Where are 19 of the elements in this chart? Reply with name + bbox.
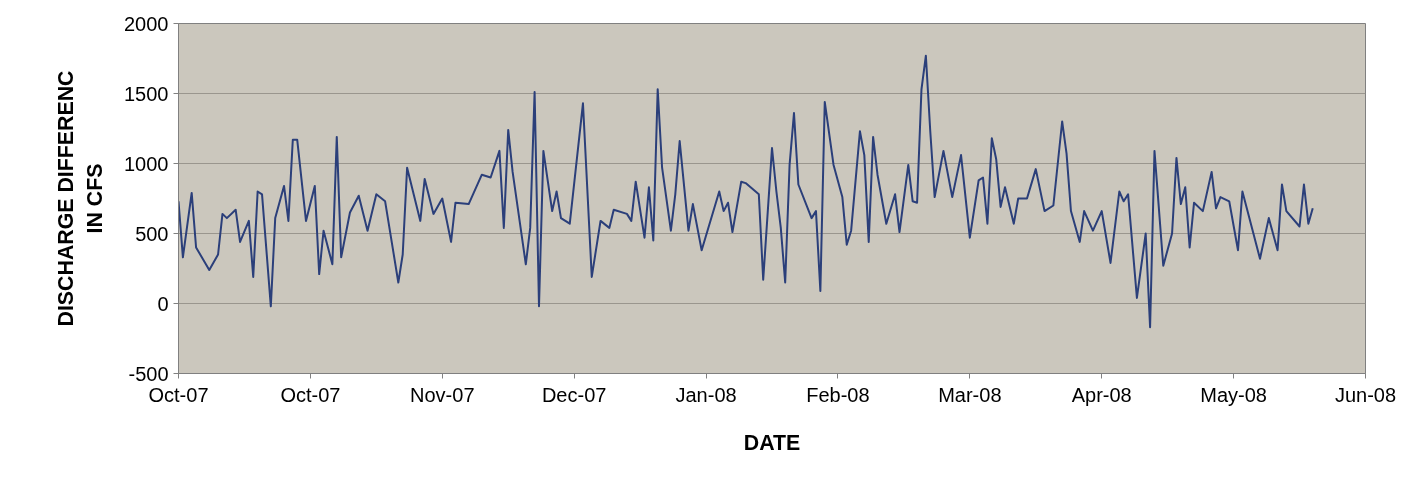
y-tick-label: 1000 <box>124 152 169 175</box>
x-tick-label: Jun-08 <box>1334 383 1397 406</box>
x-tick-label: May-08 <box>1200 383 1267 406</box>
x-tick-label: Oct-07 <box>148 383 209 406</box>
y-axis-title: DISCHARGE DIFFERENC IN CFS <box>54 70 108 327</box>
x-tick-label: Feb-08 <box>806 383 870 406</box>
x-tick-label: Nov-07 <box>410 383 475 406</box>
y-tick-label: 2000 <box>124 12 169 35</box>
x-axis-title: DATE <box>743 430 801 455</box>
line-series <box>178 54 1314 329</box>
x-tick-label: Apr-08 <box>1071 383 1132 406</box>
x-tick-label: Dec-07 <box>541 383 607 406</box>
y-tick-label: 500 <box>135 222 169 245</box>
y-tick-label: 0 <box>157 292 169 315</box>
x-tick-label: Mar-08 <box>938 383 1002 406</box>
x-tick-label: Oct-07 <box>280 383 341 406</box>
x-tick-label: Jan-08 <box>675 383 737 406</box>
y-tick-label: -500 <box>128 362 169 385</box>
y-tick-label: 1500 <box>124 82 169 105</box>
